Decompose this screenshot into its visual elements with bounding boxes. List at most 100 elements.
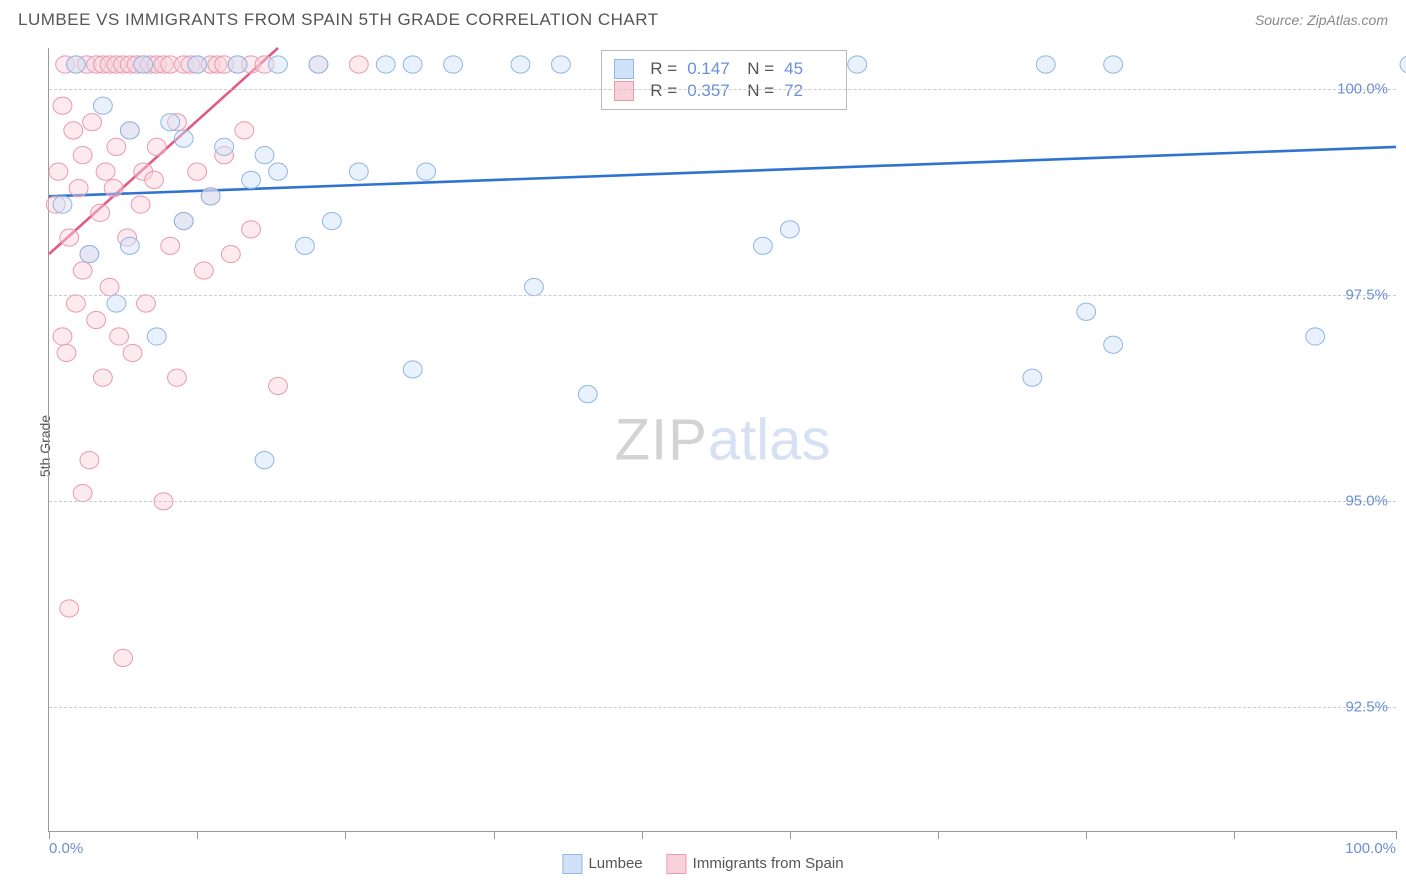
data-point-spain [53,328,72,345]
data-point-lumbee [228,56,247,73]
data-point-lumbee [376,56,395,73]
data-point-spain [221,245,240,262]
data-point-lumbee [161,114,180,131]
stats-N-label: N = [747,81,774,101]
data-point-lumbee [53,196,72,213]
data-point-lumbee [107,295,126,312]
source-attribution: Source: ZipAtlas.com [1255,12,1388,28]
gridline [49,89,1396,90]
data-point-lumbee [174,130,193,147]
data-point-spain [53,97,72,114]
data-point-spain [194,262,213,279]
legend-swatch-spain [667,854,687,874]
bottom-legend: Lumbee Immigrants from Spain [562,854,843,874]
stats-row: R = 0.357 N = 72 [614,81,834,101]
x-tick [1086,831,1087,839]
chart-title: LUMBEE VS IMMIGRANTS FROM SPAIN 5TH GRAD… [18,10,659,30]
data-point-spain [80,451,99,468]
y-tick-label: 95.0% [1345,493,1388,510]
data-point-lumbee [93,97,112,114]
data-point-lumbee [67,56,86,73]
x-tick [642,831,643,839]
data-point-lumbee [403,361,422,378]
stats-R-value: 0.357 [687,81,737,101]
data-point-lumbee [1306,328,1325,345]
data-point-spain [145,171,164,188]
data-point-spain [73,484,92,501]
data-point-spain [83,114,102,131]
x-tick [49,831,50,839]
data-point-spain [114,649,133,666]
data-point-spain [57,344,76,361]
plot-region: ZIPatlas R =0.147N =45R =0.357N =72 92.5… [48,48,1396,832]
data-point-spain [349,56,368,73]
data-point-lumbee [296,237,315,254]
data-point-lumbee [349,163,368,180]
stats-row: R = 0.147 N = 45 [614,59,834,79]
stats-N-value: 45 [784,59,834,79]
data-point-spain [161,237,180,254]
data-point-lumbee [120,237,139,254]
data-point-spain [131,196,150,213]
data-point-lumbee [417,163,436,180]
data-point-lumbee [242,171,261,188]
data-point-spain [93,369,112,386]
data-point-lumbee [753,237,772,254]
x-tick [938,831,939,839]
stats-N-label: N = [747,59,774,79]
x-tick [494,831,495,839]
data-point-lumbee [120,122,139,139]
data-point-lumbee [524,278,543,295]
data-point-lumbee [551,56,570,73]
data-point-lumbee [269,56,288,73]
data-point-lumbee [1036,56,1055,73]
y-tick-label: 92.5% [1345,699,1388,716]
legend-item: Immigrants from Spain [667,854,844,874]
data-point-spain [100,278,119,295]
data-point-lumbee [1400,56,1406,73]
x-axis-label: 100.0% [1345,840,1396,857]
data-point-spain [60,600,79,617]
data-point-lumbee [444,56,463,73]
data-point-spain [269,377,288,394]
chart-area: ZIPatlas R =0.147N =45R =0.357N =72 92.5… [48,48,1396,832]
data-point-spain [73,147,92,164]
data-point-spain [242,221,261,238]
data-point-spain [123,344,142,361]
data-point-lumbee [1023,369,1042,386]
data-point-lumbee [188,56,207,73]
gridline [49,707,1396,708]
data-point-spain [49,163,68,180]
data-point-spain [235,122,254,139]
stats-swatch-lumbee [614,59,634,79]
data-point-lumbee [309,56,328,73]
data-point-spain [110,328,129,345]
data-point-lumbee [403,56,422,73]
gridline [49,501,1396,502]
legend-item: Lumbee [562,854,642,874]
data-point-lumbee [255,451,274,468]
data-point-lumbee [134,56,153,73]
data-point-spain [107,138,126,155]
legend-swatch-lumbee [562,854,582,874]
data-point-spain [168,369,187,386]
data-point-lumbee [780,221,799,238]
y-tick-label: 100.0% [1337,81,1388,98]
stats-R-label: R = [650,59,677,79]
x-tick [1396,831,1397,839]
x-tick [197,831,198,839]
data-point-lumbee [578,386,597,403]
y-tick-label: 97.5% [1345,287,1388,304]
stats-R-label: R = [650,81,677,101]
data-point-spain [147,138,166,155]
data-point-spain [96,163,115,180]
stats-N-value: 72 [784,81,834,101]
data-point-lumbee [201,188,220,205]
stats-legend-box: R = 0.147 N = 45 R = 0.357 N = 72 [601,50,847,110]
data-point-lumbee [511,56,530,73]
data-point-lumbee [174,212,193,229]
stats-R-value: 0.147 [687,59,737,79]
data-point-lumbee [80,245,99,262]
data-point-lumbee [147,328,166,345]
data-point-lumbee [322,212,341,229]
